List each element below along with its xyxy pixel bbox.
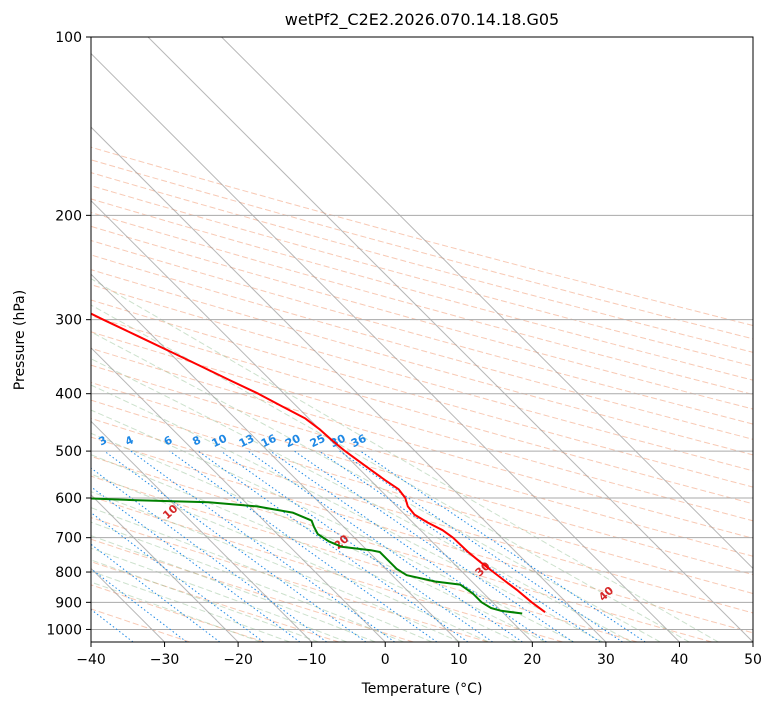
moist-adiabat	[91, 473, 489, 642]
dry-adiabat	[91, 399, 753, 595]
mixing-ratio-line	[270, 450, 547, 642]
x-tick-label: −30	[150, 652, 180, 668]
moist-adiabat	[91, 304, 690, 642]
plot-area: 0.10.20.40.611.52346810131620253036-100-…	[91, 37, 753, 642]
dry-adiabat	[91, 436, 753, 634]
y-tick-label: 600	[55, 491, 82, 507]
y-tick-label: 100	[55, 30, 82, 46]
y-tick-label: 300	[55, 313, 82, 329]
isotherm	[91, 494, 239, 642]
isotherm	[91, 126, 607, 642]
y-tick-label: 400	[55, 387, 82, 403]
mixing-ratio-label: 36	[349, 432, 369, 451]
dry-adiabat	[91, 496, 563, 642]
mixing-ratio-line	[360, 450, 646, 642]
y-tick-label: 1000	[46, 622, 82, 638]
x-tick-label: −20	[223, 652, 253, 668]
moist-adiabat	[91, 384, 603, 642]
dry-adiabat	[91, 364, 753, 557]
chart-title: wetPf2_C2E2.2026.070.14.18.G05	[285, 10, 559, 30]
y-tick-label: 500	[55, 444, 82, 460]
dry-adiabat	[91, 172, 753, 353]
moist-adiabat	[91, 521, 404, 642]
x-tick-label: −10	[297, 652, 327, 668]
dry-adiabat	[91, 198, 753, 381]
isotherm	[91, 52, 680, 642]
isotherm	[91, 199, 533, 642]
y-tick-label: 700	[55, 531, 82, 547]
dry-adiabat	[91, 517, 489, 642]
dry-adiabat	[91, 331, 753, 522]
y-axis-label: Pressure (hPa)	[12, 290, 28, 390]
x-tick-label: 30	[597, 652, 615, 668]
dry-adiabat	[91, 240, 753, 425]
moist-adiabat	[91, 559, 319, 642]
mixing-ratio-line	[169, 450, 438, 642]
mixing-ratio-label: 13	[237, 432, 256, 450]
x-tick-label: 0	[381, 652, 390, 668]
moist-adiabat	[91, 454, 518, 642]
mixing-ratio-line	[91, 543, 221, 642]
mixing-ratio-label: 10	[210, 432, 230, 451]
moist-adiabat	[91, 358, 632, 642]
x-tick-label: −40	[76, 652, 106, 668]
plot-frame	[90, 36, 754, 643]
isotherm	[221, 37, 753, 570]
moist-adiabat	[91, 547, 348, 642]
dewpoint-profile	[91, 497, 523, 615]
isotherm	[91, 347, 386, 642]
isotherm	[91, 420, 313, 642]
moist-adiabat	[91, 507, 433, 642]
x-axis-label: Temperature (°C)	[361, 681, 483, 697]
moist-adiabat	[91, 278, 719, 642]
mixing-ratio-label: 16	[259, 432, 279, 451]
y-tick-label: 900	[55, 595, 82, 611]
x-tick-label: 20	[523, 652, 541, 668]
dry-adiabat	[91, 475, 638, 642]
moist-adiabat	[91, 432, 546, 642]
mixing-ratio-label: 30	[328, 432, 348, 451]
mixing-ratio-label: 25	[308, 432, 327, 450]
dry-adiabat	[91, 159, 753, 340]
y-tick-label: 800	[55, 565, 82, 581]
dry-adiabat	[91, 347, 753, 539]
isotherm	[147, 37, 753, 642]
y-tick-label: 200	[55, 208, 82, 224]
moist-adiabat	[91, 331, 661, 642]
temperature-profile	[91, 312, 546, 614]
dry-adiabat	[91, 417, 753, 614]
isotherm	[91, 273, 460, 642]
mixing-ratio-line	[91, 467, 327, 642]
moist-adiabat	[91, 581, 262, 642]
dry-adiabat	[91, 211, 753, 396]
mixing-ratio-line	[104, 450, 367, 642]
dry-adiabat	[91, 561, 339, 642]
mixing-ratio-line	[220, 450, 493, 642]
mixing-ratio-line	[130, 450, 395, 642]
x-tick-label: 40	[671, 652, 689, 668]
x-tick-label: 10	[450, 652, 468, 668]
mixing-ratio-label: 20	[283, 432, 303, 451]
x-tick-label: 50	[744, 652, 762, 668]
mixing-ratio-line	[197, 450, 469, 642]
dry-adiabat	[91, 254, 753, 440]
axes: −40 −30 −20 −10 0 10 20 30 40 50 100 200 300 400 500 60…	[46, 30, 762, 668]
